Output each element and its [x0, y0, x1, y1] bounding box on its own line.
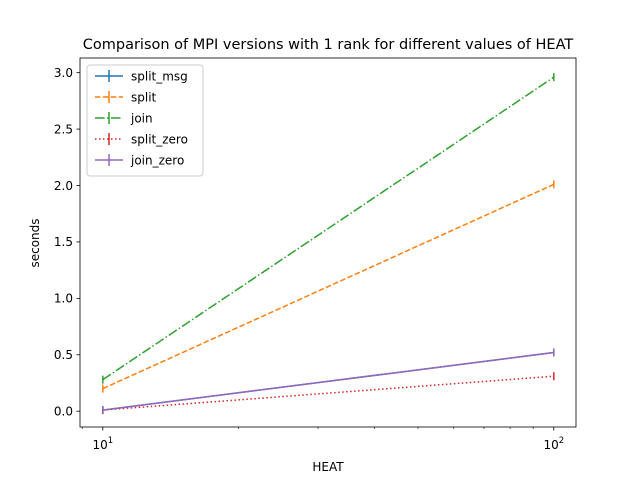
y-axis-label: seconds [28, 218, 42, 267]
series-line-split [102, 183, 555, 390]
plot-area [102, 73, 555, 415]
series-line-join_zero [102, 351, 554, 411]
x-tick-label: 102 [543, 436, 564, 452]
x-tick-label: 101 [92, 436, 113, 452]
legend-label-split: split [131, 90, 157, 104]
legend-label-split_msg: split_msg [131, 69, 188, 83]
axes-frame [79, 57, 577, 428]
y-tick-label: 0.0 [54, 405, 73, 419]
y-tick-label: 0.5 [54, 348, 73, 362]
chart-title: Comparison of MPI versions with 1 rank f… [83, 37, 574, 53]
y-tick-label: 2.5 [54, 122, 73, 136]
axes: 0.0 0.5 1.0 1.5 2.0 2.5 3.0 101 102 [54, 57, 577, 452]
y-tick-label: 1.0 [54, 292, 73, 306]
y-tick-label: 2.0 [54, 179, 73, 193]
x-axis-label: HEAT [312, 460, 344, 474]
y-tick-label: 1.5 [54, 235, 73, 249]
legend-label-join_zero: join_zero [130, 153, 184, 167]
y-tick-label: 3.0 [54, 66, 73, 80]
series-line-join [102, 76, 555, 381]
legend-label-join: join [130, 111, 153, 125]
series-line-split_zero [102, 375, 554, 411]
legend-label-split_zero: split_zero [131, 132, 188, 146]
legend-box [86, 64, 204, 177]
